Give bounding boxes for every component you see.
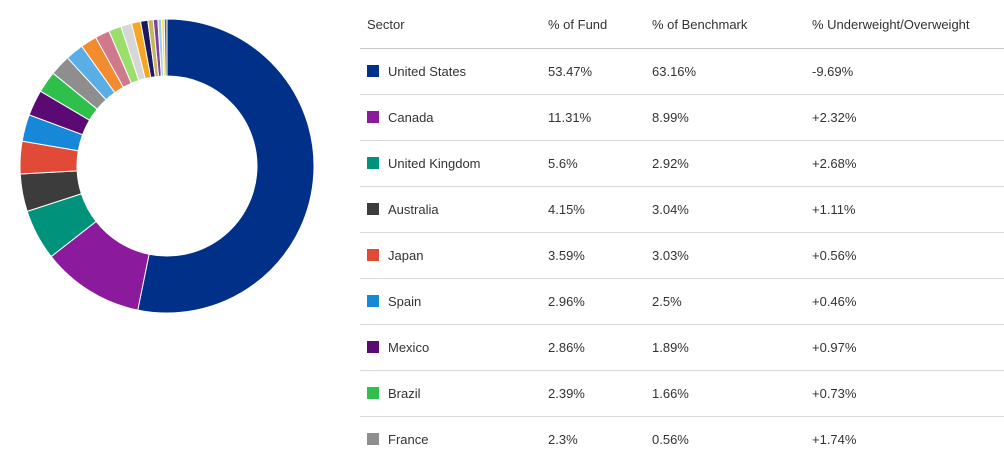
cell-fund: 2.96% bbox=[548, 279, 652, 325]
cell-benchmark: 3.03% bbox=[652, 233, 812, 279]
header-benchmark: % of Benchmark bbox=[652, 0, 812, 49]
sector-name: United Kingdom bbox=[388, 157, 481, 172]
cell-fund: 2.3% bbox=[548, 417, 652, 462]
cell-fund: 2.39% bbox=[548, 371, 652, 417]
cell-fund: 3.59% bbox=[548, 233, 652, 279]
cell-diff: +0.46% bbox=[812, 279, 1004, 325]
cell-benchmark: 8.99% bbox=[652, 95, 812, 141]
cell-benchmark: 3.04% bbox=[652, 187, 812, 233]
cell-benchmark: 0.56% bbox=[652, 417, 812, 462]
sector-name: Canada bbox=[388, 111, 434, 126]
cell-fund: 5.6% bbox=[548, 141, 652, 187]
legend-swatch bbox=[367, 157, 379, 169]
legend-swatch bbox=[367, 433, 379, 445]
cell-sector: Japan bbox=[360, 233, 548, 279]
cell-fund: 4.15% bbox=[548, 187, 652, 233]
table-row: France 2.3%0.56%+1.74% bbox=[360, 417, 1004, 462]
table-row: Brazil 2.39%1.66%+0.73% bbox=[360, 371, 1004, 417]
cell-benchmark: 2.5% bbox=[652, 279, 812, 325]
legend-swatch bbox=[367, 295, 379, 307]
sector-name: Japan bbox=[388, 249, 423, 264]
cell-diff: +2.32% bbox=[812, 95, 1004, 141]
cell-sector: United Kingdom bbox=[360, 141, 548, 187]
cell-sector: Canada bbox=[360, 95, 548, 141]
table-row: United States 53.47%63.16%-9.69% bbox=[360, 49, 1004, 95]
cell-sector: Spain bbox=[360, 279, 548, 325]
table-row: United Kingdom 5.6%2.92%+2.68% bbox=[360, 141, 1004, 187]
table-row: Japan 3.59%3.03%+0.56% bbox=[360, 233, 1004, 279]
table-row: Canada 11.31%8.99%+2.32% bbox=[360, 95, 1004, 141]
sector-name: United States bbox=[388, 65, 466, 80]
header-fund: % of Fund bbox=[548, 0, 652, 49]
sector-name: Australia bbox=[388, 203, 439, 218]
table-row: Mexico 2.86%1.89%+0.97% bbox=[360, 325, 1004, 371]
sector-name: Spain bbox=[388, 295, 421, 310]
cell-benchmark: 63.16% bbox=[652, 49, 812, 95]
sector-name: Brazil bbox=[388, 387, 421, 402]
cell-sector: Brazil bbox=[360, 371, 548, 417]
cell-sector: Mexico bbox=[360, 325, 548, 371]
header-sector: Sector bbox=[360, 0, 548, 49]
legend-swatch bbox=[367, 387, 379, 399]
sector-name: France bbox=[388, 433, 428, 448]
cell-benchmark: 1.66% bbox=[652, 371, 812, 417]
cell-diff: +0.56% bbox=[812, 233, 1004, 279]
legend-swatch bbox=[367, 111, 379, 123]
cell-sector: United States bbox=[360, 49, 548, 95]
cell-benchmark: 1.89% bbox=[652, 325, 812, 371]
cell-diff: +1.74% bbox=[812, 417, 1004, 462]
donut-chart-area bbox=[0, 0, 340, 455]
donut-slice[interactable] bbox=[164, 19, 167, 76]
cell-diff: -9.69% bbox=[812, 49, 1004, 95]
legend-swatch bbox=[367, 249, 379, 261]
allocation-table-container: Sector % of Fund % of Benchmark % Underw… bbox=[360, 0, 1004, 462]
table-row: Australia 4.15%3.04%+1.11% bbox=[360, 187, 1004, 233]
cell-benchmark: 2.92% bbox=[652, 141, 812, 187]
cell-diff: +0.73% bbox=[812, 371, 1004, 417]
table-header-row: Sector % of Fund % of Benchmark % Underw… bbox=[360, 0, 1004, 49]
table-row: Spain 2.96%2.5%+0.46% bbox=[360, 279, 1004, 325]
cell-diff: +1.11% bbox=[812, 187, 1004, 233]
cell-sector: Australia bbox=[360, 187, 548, 233]
legend-swatch bbox=[367, 341, 379, 353]
header-diff: % Underweight/Overweight bbox=[812, 0, 1004, 49]
cell-fund: 11.31% bbox=[548, 95, 652, 141]
legend-swatch bbox=[367, 203, 379, 215]
cell-fund: 53.47% bbox=[548, 49, 652, 95]
cell-sector: France bbox=[360, 417, 548, 462]
cell-diff: +0.97% bbox=[812, 325, 1004, 371]
legend-swatch bbox=[367, 65, 379, 77]
allocation-table: Sector % of Fund % of Benchmark % Underw… bbox=[360, 0, 1004, 462]
sector-name: Mexico bbox=[388, 341, 429, 356]
cell-diff: +2.68% bbox=[812, 141, 1004, 187]
cell-fund: 2.86% bbox=[548, 325, 652, 371]
donut-chart bbox=[19, 18, 319, 318]
